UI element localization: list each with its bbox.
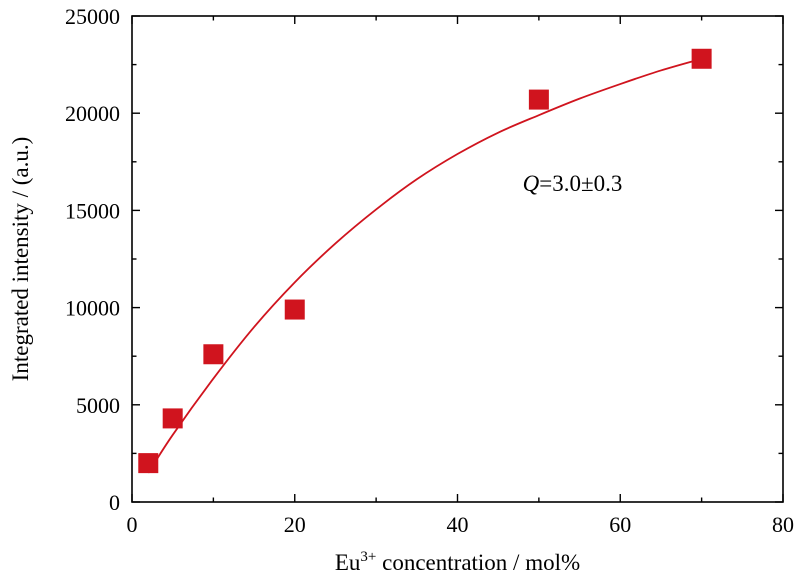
y-tick-label: 25000 xyxy=(65,4,120,29)
x-axis-title-suffix: concentration / mol% xyxy=(376,550,580,575)
q-annotation-value: =3.0±0.3 xyxy=(539,171,622,196)
fit-curve-group xyxy=(147,57,702,474)
y-tick-label: 10000 xyxy=(65,296,120,321)
data-point xyxy=(162,408,183,429)
axis-ticks xyxy=(131,15,784,503)
axis-tick-labels: 0 20 40 60 80 0 5000 10000 15000 20000 25000 xyxy=(65,4,794,537)
data-point xyxy=(691,48,712,69)
y-tick-label: 20000 xyxy=(65,101,120,126)
data-point xyxy=(284,299,305,320)
data-points xyxy=(138,48,712,474)
x-axis-title-superscript: 3+ xyxy=(360,549,376,565)
data-point xyxy=(203,344,224,365)
plot-frame xyxy=(131,15,784,503)
x-axis-title-prefix: Eu xyxy=(335,550,361,575)
x-tick-label: 60 xyxy=(609,512,631,537)
fit-curve xyxy=(147,57,702,474)
plot-frame-group xyxy=(131,15,784,503)
data-point xyxy=(138,453,159,474)
data-point xyxy=(528,89,549,110)
y-tick-label: 15000 xyxy=(65,198,120,223)
x-tick-label: 0 xyxy=(127,512,138,537)
x-axis-title: Eu3+ concentration / mol% xyxy=(335,549,580,575)
y-tick-label: 5000 xyxy=(76,393,120,418)
q-annotation-italic: Q xyxy=(523,171,540,196)
x-tick-label: 20 xyxy=(284,512,306,537)
x-tick-label: 80 xyxy=(772,512,794,537)
x-tick-label: 40 xyxy=(447,512,469,537)
y-axis-title: Integrated intensity / (a.u.) xyxy=(8,137,33,382)
y-tick-label: 0 xyxy=(109,490,120,515)
q-annotation: Q=3.0±0.3 xyxy=(523,171,623,196)
